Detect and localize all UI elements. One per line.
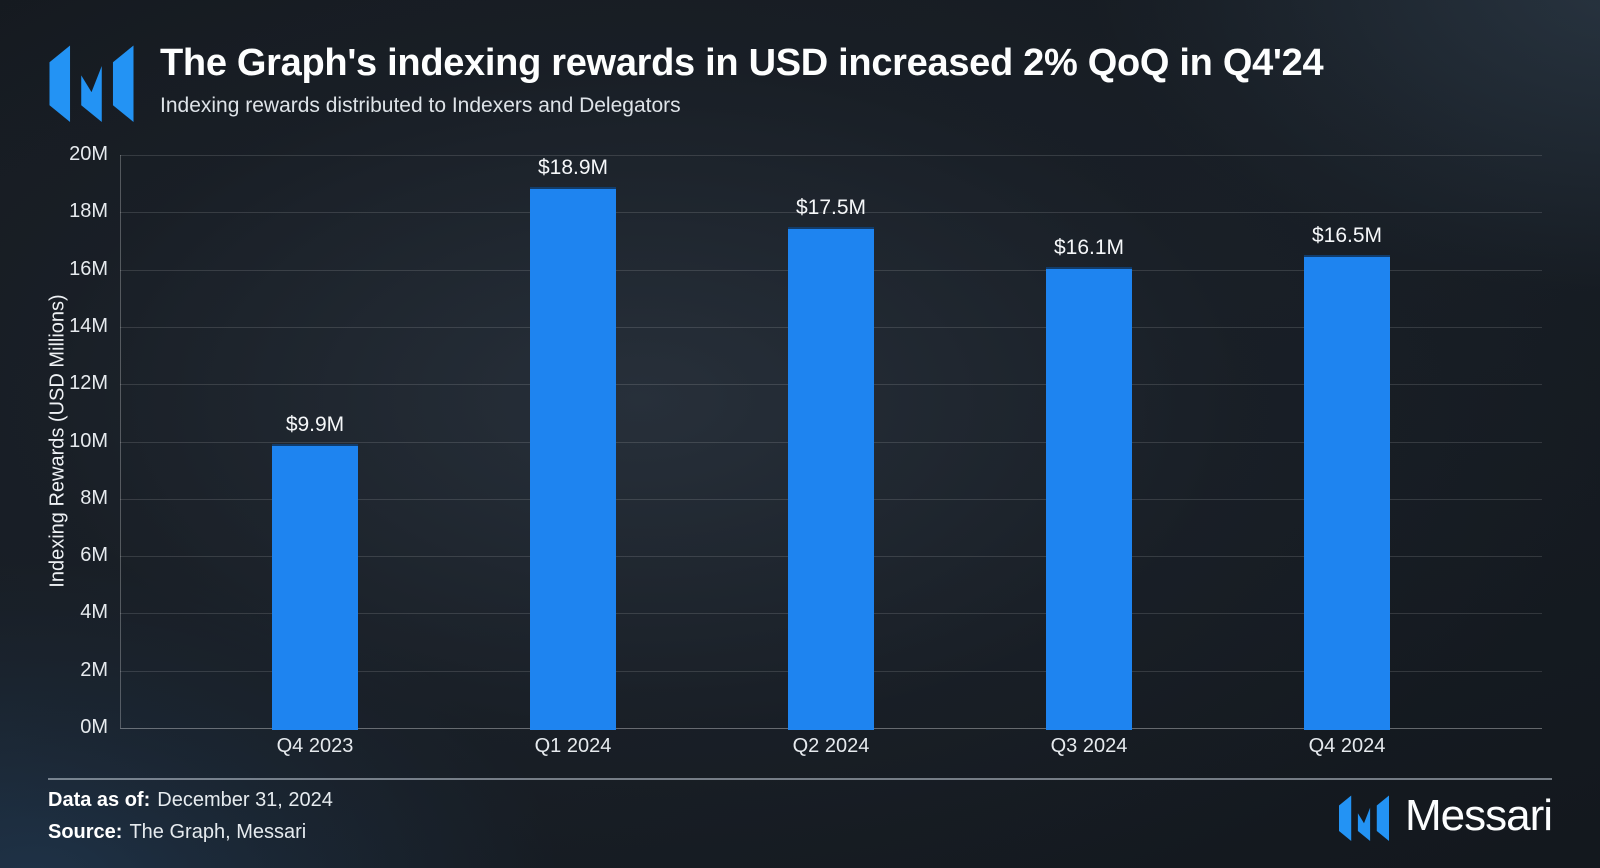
data-as-of-line: Data as of: December 31, 2024 (48, 788, 333, 812)
bar-value-label: $17.5M (795, 195, 867, 219)
messari-wordmark: Messari (1404, 791, 1553, 840)
data-as-of-value: December 31, 2024 (157, 789, 333, 811)
y-tick-label-16M: 16M (69, 257, 108, 280)
bar-Q3 2024 (1046, 266, 1132, 730)
bar-value-label: $16.1M (1053, 235, 1125, 259)
x-tick-label-Q2 2024: Q2 2024 (792, 735, 870, 757)
chart-subtitle: Indexing rewards distributed to Indexers… (160, 94, 681, 117)
footer-meta: Data as of: December 31, 2024 Source: The … (48, 788, 333, 852)
bar-Q4 2024 (1304, 255, 1390, 730)
messari-brand: Messari (1338, 791, 1553, 841)
y-tick-label-14M: 14M (69, 314, 108, 337)
source-line: Source: The Graph, Messari (48, 820, 333, 844)
x-tick-label-Q4 2023: Q4 2023 (276, 735, 354, 757)
y-tick-label-12M: 12M (69, 372, 108, 395)
gridline-18M (120, 212, 1542, 214)
bar-Q1 2024 (530, 186, 616, 730)
bar-value-label: $16.5M (1311, 224, 1383, 248)
y-tick-label-6M: 6M (80, 544, 108, 567)
y-tick-label-18M: 18M (69, 200, 108, 223)
data-as-of-label: Data as of: (48, 789, 151, 811)
x-tick-label-Q4 2024: Q4 2024 (1308, 735, 1386, 757)
y-tick-label-10M: 10M (69, 429, 108, 452)
x-tick-label-Q1 2024: Q1 2024 (534, 735, 612, 757)
y-axis-line (120, 155, 121, 728)
x-tick-label-Q3 2024: Q3 2024 (1050, 735, 1128, 757)
bar-Q4 2023 (272, 444, 358, 730)
bar-Q2 2024 (788, 226, 874, 730)
bar-value-label: $9.9M (285, 413, 345, 437)
y-tick-label-8M: 8M (80, 486, 108, 509)
chart-title: The Graph's indexing rewards in USD incr… (160, 42, 1324, 84)
y-tick-label-2M: 2M (80, 658, 108, 681)
y-tick-label-0M: 0M (80, 716, 108, 738)
bar-value-label: $18.9M (537, 155, 609, 179)
source-label: Source: (48, 821, 123, 843)
messari-logo-icon (1338, 795, 1389, 841)
footer-divider (48, 778, 1552, 780)
source-value: The Graph, Messari (129, 821, 307, 843)
gridline-20M (120, 155, 1542, 156)
y-tick-label-4M: 4M (80, 601, 108, 624)
y-tick-label-20M: 20M (69, 143, 108, 165)
